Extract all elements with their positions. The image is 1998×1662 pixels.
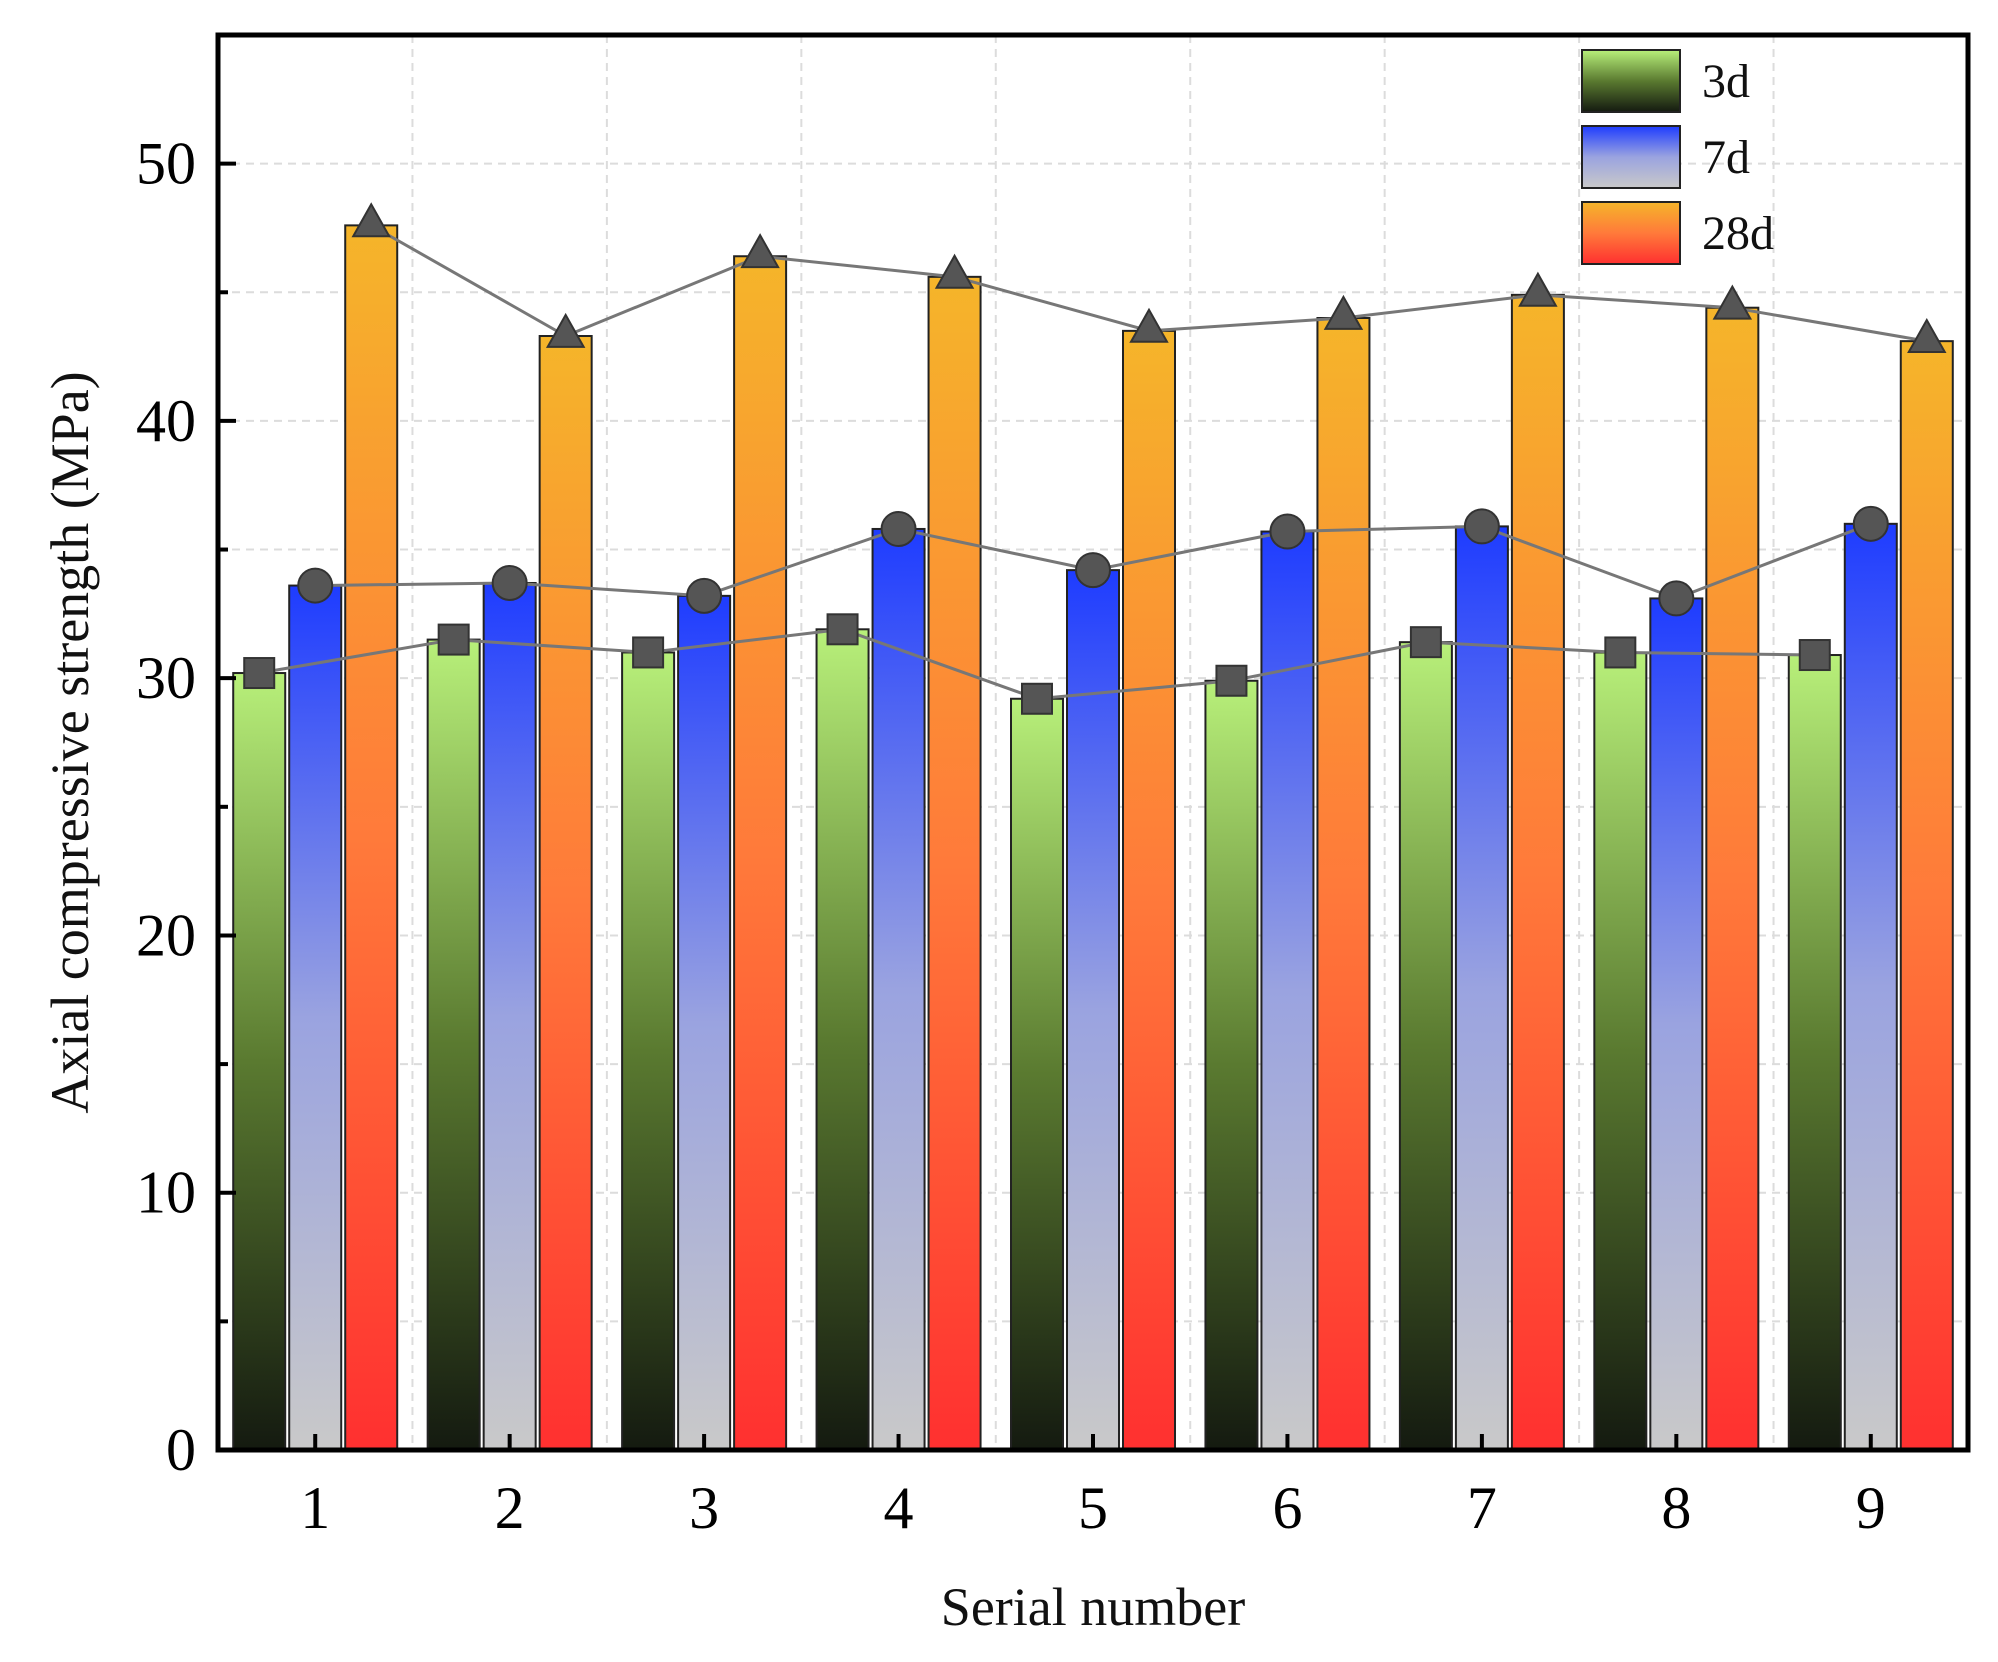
bar-7d-3: [677, 594, 732, 1451]
marker-28d-5: [1129, 307, 1169, 343]
marker-7d-5: [1075, 552, 1111, 589]
marker-3d-6: [1215, 664, 1248, 697]
marker-28d-1: [351, 202, 391, 238]
bar-7d-7: [1454, 525, 1509, 1451]
bar-3d-9: [1787, 654, 1842, 1451]
x-tick-label: 7: [1467, 1475, 1497, 1541]
bar-7d-1: [288, 584, 343, 1451]
legend-label-7d: 7d: [1702, 131, 1750, 184]
marker-7d-3: [686, 577, 723, 614]
marker-28d-2: [545, 312, 586, 348]
x-tick-label: 6: [1272, 1475, 1302, 1541]
marker-28d-6: [1323, 294, 1364, 330]
marker-3d-9: [1798, 639, 1831, 672]
x-tick-label: 5: [1078, 1475, 1108, 1541]
bar-28d-2: [538, 335, 593, 1452]
bar-3d-5: [1010, 697, 1064, 1451]
marker-7d-6: [1269, 513, 1306, 550]
y-tick-label: 10: [136, 1160, 196, 1226]
bar-3d-6: [1204, 679, 1259, 1451]
bar-7d-6: [1260, 530, 1315, 1451]
marker-28d-7: [1518, 271, 1558, 307]
axis-ticks: 0 10 20 30 40 50 1 2 3 4 5 6 7 8 9: [136, 33, 1886, 1541]
bar-28d-8: [1705, 306, 1760, 1451]
y-tick-label: 50: [136, 131, 196, 197]
marker-3d-3: [632, 636, 665, 669]
bar-7d-4: [871, 527, 926, 1451]
bar-7d-2: [482, 581, 537, 1451]
marker-3d-5: [1021, 682, 1053, 715]
legend-swatch-7d: [1581, 125, 1681, 189]
y-axis-title: Axial compressive strength (MPa): [40, 371, 100, 1113]
y-tick-label: 30: [136, 645, 196, 711]
bar-3d-7: [1398, 641, 1453, 1451]
marker-7d-9: [1852, 505, 1889, 542]
y-tick-label: 0: [166, 1417, 196, 1483]
y-tick-label: 40: [136, 388, 196, 454]
bar-7d-8: [1649, 597, 1704, 1451]
marker-3d-8: [1604, 636, 1637, 669]
bar-3d-4: [815, 628, 870, 1451]
bar-7d-5: [1066, 569, 1120, 1451]
bar-3d-2: [426, 638, 481, 1451]
marker-3d-2: [437, 623, 470, 656]
marker-7d-1: [297, 567, 334, 604]
bar-28d-3: [733, 255, 788, 1452]
legend-swatch-28d: [1581, 201, 1681, 265]
bar-28d-1: [344, 224, 399, 1451]
x-tick-label: 2: [495, 1475, 525, 1541]
bar-28d-5: [1122, 329, 1176, 1451]
x-tick-label: 3: [689, 1475, 719, 1541]
legend-label-28d: 28d: [1702, 207, 1774, 260]
y-tick-label: 20: [136, 902, 196, 968]
marker-7d-7: [1463, 508, 1500, 545]
bar-28d-4: [927, 275, 982, 1452]
marker-7d-8: [1658, 580, 1695, 617]
marker-28d-3: [740, 233, 780, 269]
bar-3d-3: [621, 651, 676, 1451]
legend-label-3d: 3d: [1702, 55, 1750, 108]
marker-7d-2: [491, 564, 528, 601]
bar-28d-7: [1510, 293, 1565, 1451]
bar-28d-6: [1316, 317, 1371, 1451]
bar-7d-9: [1843, 522, 1898, 1451]
bar-3d-1: [232, 672, 287, 1451]
legend: 3d 7d 28d: [1581, 49, 1774, 265]
markers: [243, 202, 1947, 715]
bar-28d-9: [1899, 340, 1954, 1451]
marker-28d-8: [1712, 284, 1753, 320]
x-axis-title: Serial number: [941, 1577, 1245, 1637]
x-tick-label: 8: [1661, 1475, 1691, 1541]
x-tick-label: 4: [884, 1475, 914, 1541]
marker-3d-7: [1409, 626, 1442, 659]
x-tick-label: 1: [300, 1475, 330, 1541]
bars: [232, 224, 1954, 1452]
x-tick-label: 9: [1856, 1475, 1886, 1541]
bar-3d-8: [1593, 651, 1648, 1451]
marker-3d-1: [243, 657, 276, 690]
marker-28d-4: [934, 253, 975, 289]
legend-swatch-3d: [1581, 49, 1681, 113]
marker-28d-9: [1907, 317, 1947, 354]
marker-7d-4: [880, 510, 917, 547]
marker-3d-4: [826, 613, 859, 646]
